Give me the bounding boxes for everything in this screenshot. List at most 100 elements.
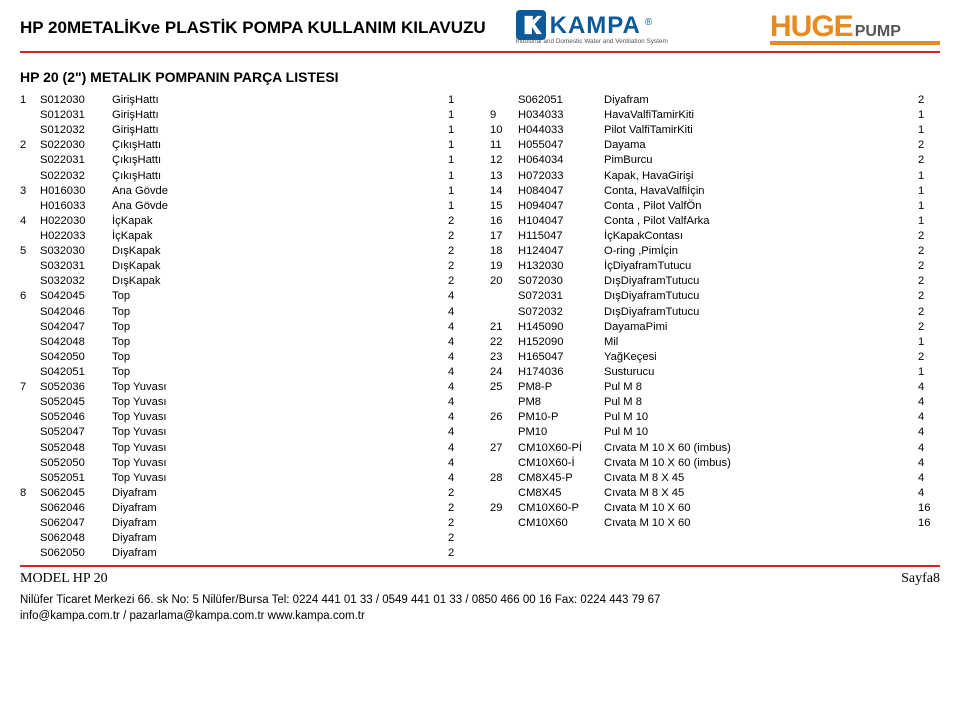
part-code: S072032 (518, 305, 604, 320)
part-description: Pul M 8 (604, 395, 918, 410)
part-code: S032032 (40, 274, 112, 289)
group-no (20, 425, 40, 440)
part-code: PM10 (518, 425, 604, 440)
part-qty: 2 (448, 501, 470, 516)
group-no: 7 (20, 380, 40, 395)
part-description: Top (112, 335, 448, 350)
part-qty: 2 (918, 244, 940, 259)
contact-line-2: info@kampa.com.tr / pazarlama@kampa.com.… (20, 609, 940, 625)
part-description: Top Yuvası (112, 425, 448, 440)
part-code: PM10-P (518, 410, 604, 425)
group-no: 16 (490, 214, 518, 229)
part-qty: 4 (918, 456, 940, 471)
part-description: DışDiyaframTutucu (604, 274, 918, 289)
parts-row: H022033İçKapak2 (20, 229, 470, 244)
parts-row: S022031ÇıkışHattı1 (20, 153, 470, 168)
group-no (20, 199, 40, 214)
part-code: S012030 (40, 93, 112, 108)
group-no: 3 (20, 184, 40, 199)
group-no: 12 (490, 153, 518, 168)
group-no (20, 259, 40, 274)
part-qty: 4 (918, 410, 940, 425)
part-description: Cıvata M 10 X 60 (imbus) (604, 441, 918, 456)
part-code: S052045 (40, 395, 112, 410)
part-qty: 1 (448, 123, 470, 138)
group-no: 27 (490, 441, 518, 456)
group-no (490, 516, 518, 531)
parts-row: 29CM10X60-PCıvata M 10 X 6016 (490, 501, 940, 516)
group-no (20, 546, 40, 561)
part-code: S042051 (40, 365, 112, 380)
parts-row: S032031DışKapak2 (20, 259, 470, 274)
part-description: Diyafram (112, 516, 448, 531)
part-qty: 1 (448, 138, 470, 153)
part-qty: 4 (918, 486, 940, 501)
group-no: 19 (490, 259, 518, 274)
part-qty: 4 (448, 289, 470, 304)
part-code: CM10X60-Pİ (518, 441, 604, 456)
parts-row: 28CM8X45-PCıvata M 8 X 454 (490, 471, 940, 486)
part-qty: 4 (448, 471, 470, 486)
part-qty: 2 (918, 289, 940, 304)
part-code: PM8 (518, 395, 604, 410)
parts-row: 6S042045Top4 (20, 289, 470, 304)
part-description: Conta , Pilot ValfArka (604, 214, 918, 229)
part-qty: 4 (448, 380, 470, 395)
part-qty: 2 (448, 546, 470, 561)
group-no (20, 410, 40, 425)
part-qty: 1 (448, 108, 470, 123)
part-description: ÇıkışHattı (112, 138, 448, 153)
group-no: 15 (490, 199, 518, 214)
group-no (490, 305, 518, 320)
part-qty: 2 (918, 320, 940, 335)
kampa-name: KAMPA (550, 12, 641, 40)
group-no (20, 471, 40, 486)
part-qty: 16 (918, 501, 940, 516)
group-no: 24 (490, 365, 518, 380)
group-no: 6 (20, 289, 40, 304)
footer-rule (20, 565, 940, 567)
part-code: H064034 (518, 153, 604, 168)
part-code: H115047 (518, 229, 604, 244)
part-description: Diyafram (112, 501, 448, 516)
parts-row: CM10X60-İCıvata M 10 X 60 (imbus)4 (490, 456, 940, 471)
part-description: İçDiyaframTutucu (604, 259, 918, 274)
part-qty: 4 (918, 441, 940, 456)
parts-row: S052046Top Yuvası4 (20, 410, 470, 425)
part-qty: 16 (918, 516, 940, 531)
part-description: İçKapak (112, 229, 448, 244)
group-no (20, 456, 40, 471)
part-description: GirişHattı (112, 93, 448, 108)
part-qty: 2 (918, 138, 940, 153)
parts-row: S052047Top Yuvası4 (20, 425, 470, 440)
part-code: H174036 (518, 365, 604, 380)
parts-row: 10H044033Pilot ValfiTamirKiti1 (490, 123, 940, 138)
group-no: 21 (490, 320, 518, 335)
group-no (20, 108, 40, 123)
parts-row: 9H034033HavaValfiTamirKiti1 (490, 108, 940, 123)
part-description: Top Yuvası (112, 395, 448, 410)
part-description: Top (112, 365, 448, 380)
part-qty: 1 (448, 184, 470, 199)
part-qty: 1 (918, 123, 940, 138)
part-qty: 1 (448, 93, 470, 108)
group-no (490, 486, 518, 501)
part-code: S062046 (40, 501, 112, 516)
group-no (20, 501, 40, 516)
part-qty: 4 (448, 365, 470, 380)
group-no: 26 (490, 410, 518, 425)
parts-row: 18H124047O-ring ,Pimİçin2 (490, 244, 940, 259)
huge-text-2: PUMP (855, 23, 901, 41)
part-qty: 4 (448, 395, 470, 410)
parts-row: 20S072030DışDiyaframTutucu2 (490, 274, 940, 289)
parts-row: S052050Top Yuvası4 (20, 456, 470, 471)
part-code: S062047 (40, 516, 112, 531)
part-description: Top Yuvası (112, 471, 448, 486)
parts-row: S052045Top Yuvası4 (20, 395, 470, 410)
group-no (490, 289, 518, 304)
part-qty: 2 (448, 486, 470, 501)
parts-row: 5S032030DışKapak2 (20, 244, 470, 259)
group-no (20, 274, 40, 289)
part-description: Top (112, 350, 448, 365)
part-qty: 1 (448, 169, 470, 184)
